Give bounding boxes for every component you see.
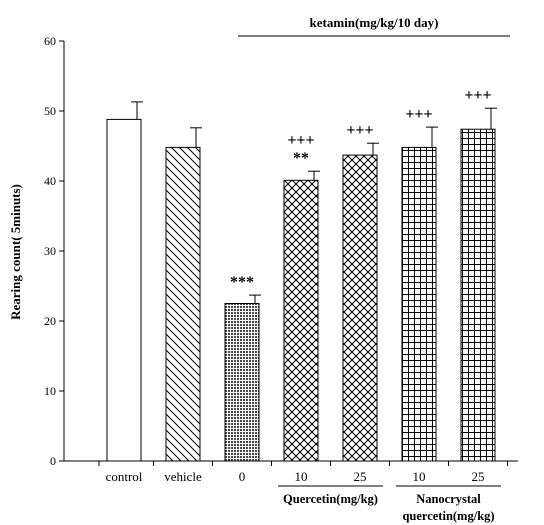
- y-tick-label: 50: [44, 104, 56, 118]
- error-bars: [131, 101, 497, 304]
- x-tick-label: 25: [354, 469, 367, 484]
- y-axis: 0 10 20 30 40 50 60: [44, 34, 65, 468]
- significance-label: ***: [230, 274, 254, 291]
- x-tick-label: 25: [472, 469, 485, 484]
- bar: [342, 154, 378, 462]
- y-tick-label: 20: [44, 314, 56, 328]
- x-tick-label: control: [106, 469, 143, 484]
- top-group-label: ketamin(mg/kg/10 day): [310, 15, 439, 30]
- bar: [283, 179, 319, 462]
- x-tick-label: 10: [295, 469, 308, 484]
- bar: [460, 128, 496, 462]
- y-tick-label: 60: [44, 34, 56, 48]
- bar: [224, 303, 260, 462]
- significance-label: +++: [346, 122, 373, 139]
- bars: [106, 118, 496, 462]
- y-tick-label: 10: [44, 384, 56, 398]
- x-tick-label: 0: [239, 469, 246, 484]
- y-tick-label: 40: [44, 174, 56, 188]
- x-axis: control vehicle 0 10 25 10 25: [64, 460, 518, 484]
- significance-label: +++: [405, 106, 432, 123]
- bar: [165, 146, 201, 462]
- bar: [106, 118, 142, 462]
- significance-annotations: *** +++ ** +++ +++ +++: [230, 87, 492, 291]
- group-label: Nanocrystal quercetin(mg/kg): [402, 492, 494, 523]
- y-tick-label: 0: [50, 454, 56, 468]
- group-label: Quercetin(mg/kg): [283, 492, 378, 506]
- bar: [401, 146, 437, 462]
- significance-label: +++ **: [287, 132, 314, 167]
- y-tick-label: 30: [44, 244, 56, 258]
- x-tick-label: 10: [413, 469, 426, 484]
- y-axis-label: Rearing count( 5minuts): [8, 184, 23, 320]
- significance-label: +++: [464, 87, 491, 104]
- group-labels: Quercetin(mg/kg) Nanocrystal quercetin(mg/…: [278, 485, 501, 523]
- x-tick-label: vehicle: [164, 469, 202, 484]
